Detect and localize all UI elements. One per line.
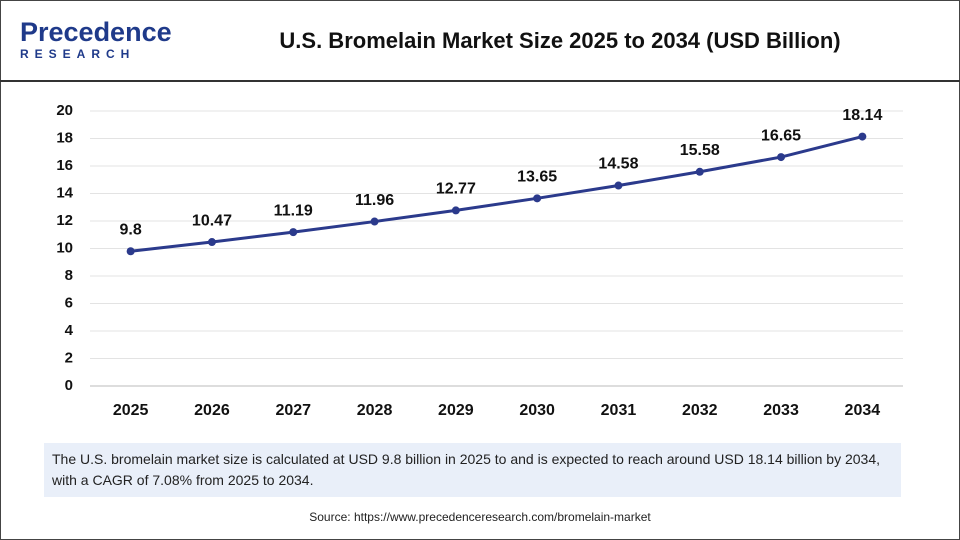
x-tick-label: 2032 [682,402,718,419]
data-label: 18.14 [842,107,882,124]
data-point [207,238,216,247]
logo-tagline: RESEARCH [20,47,135,61]
x-tick-label: 2028 [357,402,393,419]
description: The U.S. bromelain market size is calcul… [44,443,901,497]
data-label: 15.58 [680,142,720,159]
data-label: 9.8 [120,221,142,238]
y-tick-label: 16 [56,157,73,174]
data-label: 13.65 [517,169,557,186]
x-tick-label: 2034 [845,402,881,419]
y-tick-label: 12 [56,212,73,229]
x-tick-label: 2025 [113,402,149,419]
data-label: 12.77 [436,181,476,198]
data-label: 11.19 [274,202,313,219]
data-point [451,206,460,215]
series-line [130,135,863,253]
x-tick-label: 2031 [601,402,637,419]
y-tick-label: 18 [56,129,73,146]
y-tick-label: 14 [56,184,73,201]
data-label: 10.47 [192,212,232,229]
data-point [614,181,623,190]
x-tick-label: 2030 [519,402,555,419]
data-label: 11.96 [355,192,394,209]
chart-title: U.S. Bromelain Market Size 2025 to 2034 … [279,28,840,53]
x-tick-label: 2027 [275,402,311,419]
data-point [126,247,135,256]
y-tick-label: 8 [65,267,73,284]
data-point [777,153,786,162]
x-tick-label: 2026 [194,402,230,419]
logo-name: Precedence [20,17,172,47]
data-point [370,217,379,226]
y-tick-label: 10 [56,239,73,256]
source: Source: https://www.precedenceresearch.c… [309,510,651,524]
y-tick-label: 20 [56,102,73,119]
y-tick-label: 6 [65,294,73,311]
data-label: 14.58 [598,156,638,173]
data-label: 16.65 [761,127,801,144]
y-tick-label: 2 [65,349,73,366]
data-point [289,228,298,237]
data-point [695,167,704,176]
y-tick-label: 4 [65,322,74,339]
data-point [533,194,542,203]
data-point [858,132,867,141]
x-tick-label: 2033 [763,402,799,419]
x-tick-label: 2029 [438,402,474,419]
y-tick-label: 0 [65,377,73,394]
